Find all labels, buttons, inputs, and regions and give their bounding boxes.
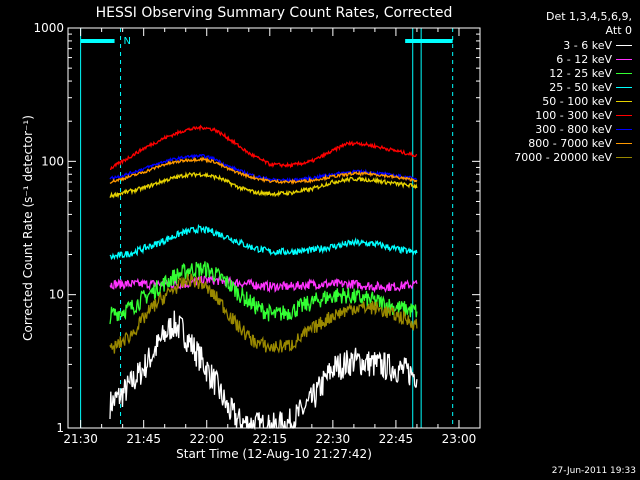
y-tick-label: 10	[49, 288, 64, 302]
legend-entry-label: 12 - 25 keV	[549, 66, 612, 80]
x-tick-label: 22:30	[316, 432, 351, 446]
legend-entry-label: 3 - 6 keV	[563, 38, 612, 52]
legend-entry-label: 100 - 300 keV	[535, 108, 612, 122]
legend-entry-label: 50 - 100 keV	[542, 94, 612, 108]
series-line-4	[109, 171, 418, 199]
series-line-7	[109, 155, 418, 186]
legend-entry: 50 - 100 keV	[487, 94, 632, 108]
legend-swatch	[616, 72, 632, 74]
x-tick-label: 22:15	[252, 432, 287, 446]
legend-entry: 100 - 300 keV	[487, 108, 632, 122]
y-tick-label: 1000	[33, 21, 64, 35]
x-tick-label: 22:00	[189, 432, 224, 446]
series-line-2	[109, 261, 418, 325]
legend-swatch	[616, 58, 632, 60]
legend-entry: 7000 - 20000 keV	[487, 150, 632, 164]
legend-entry: 3 - 6 keV	[487, 38, 632, 52]
legend-swatch	[616, 156, 632, 158]
legend-swatch	[616, 114, 632, 116]
y-tick-label: 1	[56, 421, 64, 435]
plot-frame	[67, 27, 481, 429]
legend-swatch	[616, 44, 632, 46]
series-line-5	[109, 124, 418, 171]
legend: Det 1,3,4,5,6,9, Att 0 3 - 6 keV 6 - 12 ke…	[487, 10, 632, 164]
legend-title-line: Det 1,3,4,5,6,9,	[545, 10, 632, 23]
legend-swatch	[616, 86, 632, 88]
legend-entry-label: 300 - 800 keV	[535, 122, 612, 136]
legend-title-line: Att 0	[605, 24, 632, 37]
legend-entry: 25 - 50 keV	[487, 80, 632, 94]
legend-swatch	[616, 100, 632, 102]
legend-swatch	[616, 142, 632, 144]
y-tick-label: 100	[41, 154, 64, 168]
x-axis-title: Start Time (12-Aug-10 21:27:42)	[176, 447, 372, 461]
legend-entry: 12 - 25 keV	[487, 66, 632, 80]
legend-entry-label: 6 - 12 keV	[556, 52, 612, 66]
x-tick-label: 23:00	[442, 432, 477, 446]
legend-entry-label: 25 - 50 keV	[549, 80, 612, 94]
series-line-8	[109, 273, 418, 354]
x-tick-label: 22:45	[379, 432, 414, 446]
legend-entry-label: 800 - 7000 keV	[528, 136, 612, 150]
legend-entry: 800 - 7000 keV	[487, 136, 632, 150]
legend-title: Det 1,3,4,5,6,9, Att 0	[487, 10, 632, 38]
chart-title: HESSI Observing Summary Count Rates, Cor…	[96, 5, 453, 21]
legend-entry: 6 - 12 keV	[487, 52, 632, 66]
legend-entry: 300 - 800 keV	[487, 122, 632, 136]
marker-label-n: N	[124, 36, 131, 47]
legend-entry-label: 7000 - 20000 keV	[514, 150, 612, 164]
series-line-0	[109, 310, 418, 431]
series-line-3	[109, 223, 418, 261]
x-tick-label: 21:30	[63, 432, 98, 446]
x-tick-label: 21:45	[126, 432, 161, 446]
legend-swatch	[616, 128, 632, 130]
y-axis-title: Corrected Count Rate (s⁻¹ detector⁻¹)	[21, 115, 35, 341]
footer-date: 27-Jun-2011 19:33	[551, 466, 636, 476]
